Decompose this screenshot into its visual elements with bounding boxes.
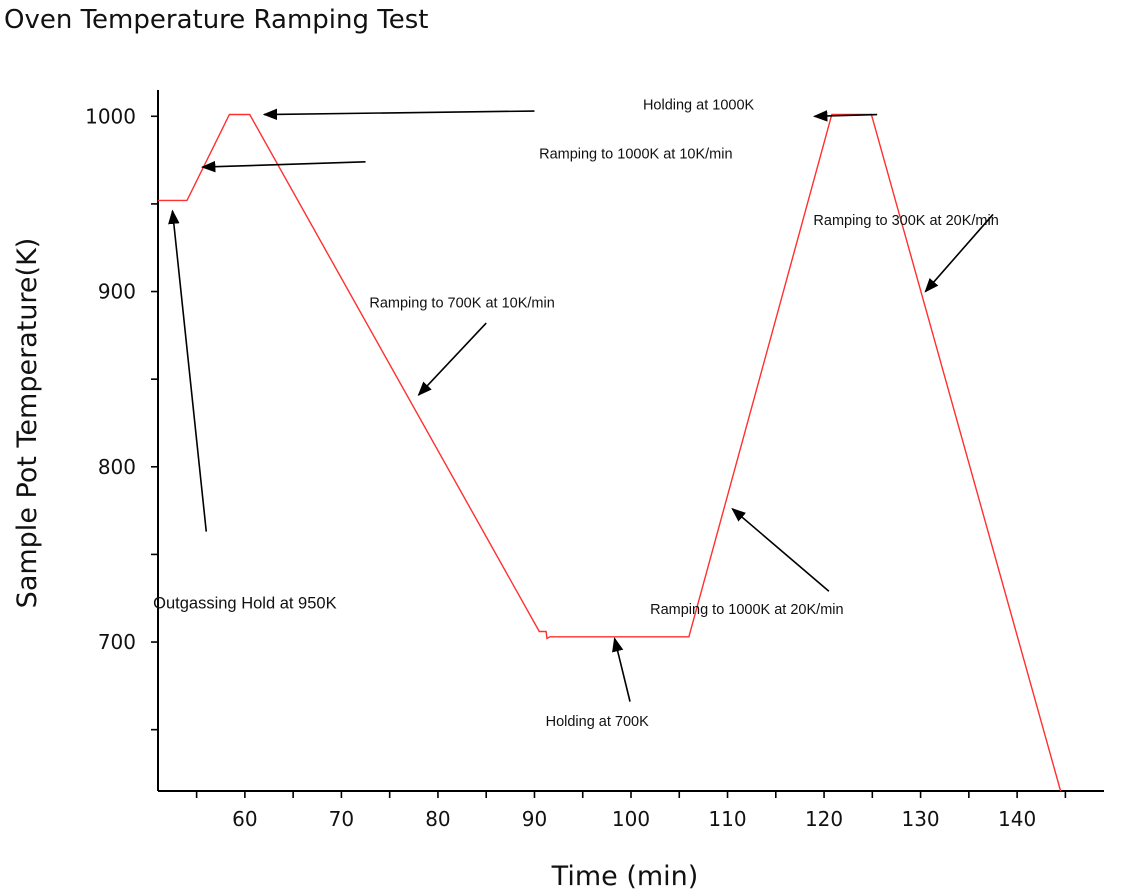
annotation-arrow: [168, 209, 208, 532]
y-tick-label: 800: [98, 455, 136, 479]
annotation-arrow: [612, 637, 631, 702]
annotation-label: Holding at 1000K: [643, 97, 755, 113]
x-tick-label: 120: [805, 807, 843, 831]
x-tick-label: 130: [901, 807, 939, 831]
annotation-arrow: [417, 322, 487, 396]
y-ticks: 700 800 900 1000: [85, 104, 158, 731]
x-tick-label: 90: [522, 807, 547, 831]
y-tick-label: 1000: [85, 104, 136, 128]
temperature-series-line: [158, 113, 1062, 792]
annotation-arrow: [262, 108, 535, 121]
x-axis-title: Time (min): [551, 861, 699, 892]
annotation-arrow: [200, 160, 366, 173]
annotation-arrow: [924, 213, 994, 293]
annotation-label: Outgassing Hold at 950K: [153, 595, 336, 613]
annotation-arrow: [731, 507, 830, 592]
x-tick-label: 110: [708, 807, 746, 831]
y-tick-label: 700: [98, 630, 136, 654]
x-ticks: 60 70 80 90 100 110 120 130 140: [195, 791, 1067, 831]
x-tick-label: 80: [425, 807, 450, 831]
x-tick-label: 60: [232, 807, 257, 831]
annotation-label: Ramping to 1000K at 20K/min: [650, 602, 843, 618]
annotation-label: Ramping to 700K at 10K/min: [369, 295, 554, 311]
annotation-label: Ramping to 1000K at 10K/min: [539, 146, 732, 162]
series-layer: [158, 113, 1062, 792]
x-tick-label: 140: [998, 807, 1036, 831]
annotation-layer: Holding at 1000K Ramping to 1000K at 10K/…: [153, 97, 999, 730]
chart-title: Oven Temperature Ramping Test: [4, 5, 428, 35]
y-tick-label: 900: [98, 280, 136, 304]
y-axis-title: Sample Pot Temperature(K): [12, 238, 43, 609]
annotation-label: Holding at 700K: [546, 714, 650, 730]
annotation-arrow: [812, 110, 878, 122]
x-tick-label: 100: [612, 807, 650, 831]
x-tick-label: 70: [329, 807, 354, 831]
annotation-label: Ramping to 300K at 20K/min: [813, 213, 998, 229]
